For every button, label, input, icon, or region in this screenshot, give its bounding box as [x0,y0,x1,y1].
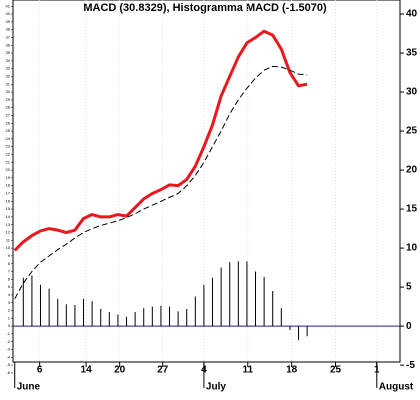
macd-line [13,29,308,252]
y-tick-label: 20 [406,165,418,176]
plot-frame [12,0,401,363]
left-y-tick-label: 9 [8,253,11,258]
left-y-tick-label: 23 [6,144,11,149]
left-y-tick-label: 27 [6,113,11,118]
y-tick-label: 40 [406,9,418,20]
left-y-tick-label: 14 [6,214,11,219]
left-y-tick-label: 29 [6,97,11,102]
left-y-tick-label: 0 [8,323,11,328]
y-tick-label: 30 [406,87,418,98]
left-y-tick-label: 7 [8,269,11,274]
left-y-tick-label: 20 [6,167,11,172]
y-tick-label: 5 [406,282,412,293]
left-y-tick-label: 19 [6,175,11,180]
y-tick-label: 15 [406,204,418,215]
left-y-tick-label: 21 [6,159,11,164]
left-y-tick-label: 15 [6,206,11,211]
y-tick-label: 0 [406,321,412,332]
left-y-tick-label: -1 [6,331,10,336]
left-y-tick-label: 22 [6,152,11,157]
left-y-tick-label: 28 [6,105,11,110]
y-tick-label: -5 [406,360,415,371]
left-y-tick-label: 5 [8,284,11,289]
left-y-tick-label: 36 [6,42,11,47]
left-y-tick-label: 8 [8,261,11,266]
left-y-tick-label: 32 [6,74,11,79]
left-y-tick-label: 10 [6,245,11,250]
left-y-tick-label: 6 [8,276,11,281]
left-y-tick-label: -4 [6,354,10,359]
left-y-tick-label: 4 [8,292,11,297]
left-y-tick-label: 1 [8,315,11,320]
left-y-tick-label: 31 [6,81,11,86]
signal-line [14,65,308,300]
left-y-tick-label: 33 [6,66,11,71]
y-tick-label: 35 [406,48,418,59]
left-y-tick-label: 24 [6,136,11,141]
left-y-tick-label: 18 [6,183,11,188]
left-y-tick-label: 11 [6,237,11,242]
left-y-tick-label: 26 [6,120,11,125]
chart-title: MACD (30.8329), Histogramma MACD (-1.507… [83,2,327,14]
y-tick-label: 10 [406,243,418,254]
left-y-tick-label: 2 [8,308,11,313]
left-y-tick-label: 35 [6,50,11,55]
left-y-tick-label: 34 [6,58,11,63]
x-tick-label: 25 [330,365,342,376]
left-y-tick-label: 30 [6,89,11,94]
left-y-tick-label: -2 [6,339,10,344]
y-tick-label: 25 [406,126,418,137]
x-tick-label: 27 [157,365,169,376]
month-label: June [17,382,41,393]
x-tick-label: 14 [81,365,93,376]
x-tick-label: 20 [114,365,126,376]
month-label: July [206,382,226,393]
left-y-tick-label: 25 [6,128,11,133]
x-tick-label: 11 [242,365,253,376]
month-label: August [379,382,414,393]
left-y-tick-label: -3 [6,347,10,352]
x-tick-label: 18 [286,365,298,376]
left-y-tick-label: 12 [6,230,11,235]
left-y-tick-label: 40 [6,11,11,16]
left-y-tick-label: 39 [6,19,11,24]
left-y-tick-label: 17 [6,191,11,196]
left-y-tick-label: 38 [6,27,11,32]
left-y-tick-label: 41 [6,3,11,8]
left-y-tick-label: -6 [6,370,10,375]
x-tick-label: 6 [37,365,43,376]
left-y-tick-label: 13 [6,222,11,227]
left-y-tick-label: 3 [8,300,11,305]
left-y-tick-label: 16 [6,198,11,203]
left-y-tick-label: 37 [6,35,11,40]
left-y-tick-label: -5 [6,362,10,367]
